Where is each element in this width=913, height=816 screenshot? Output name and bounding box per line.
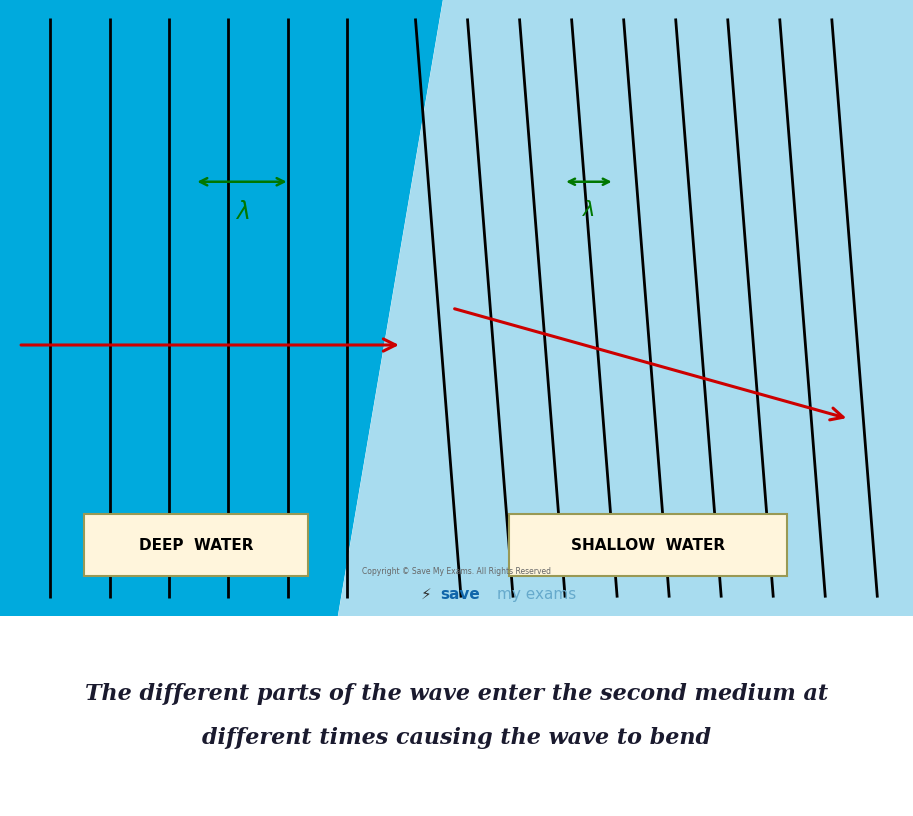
Polygon shape <box>0 0 443 616</box>
Text: $\lambda$: $\lambda$ <box>235 200 249 224</box>
Text: my exams: my exams <box>497 587 576 602</box>
Text: Copyright © Save My Exams. All Rights Reserved: Copyright © Save My Exams. All Rights Re… <box>362 566 551 575</box>
FancyBboxPatch shape <box>84 514 308 576</box>
FancyBboxPatch shape <box>509 514 787 576</box>
Text: SHALLOW  WATER: SHALLOW WATER <box>572 538 725 552</box>
Text: save: save <box>440 587 480 602</box>
Text: The different parts of the wave enter the second medium at: The different parts of the wave enter th… <box>85 683 828 705</box>
Text: different times causing the wave to bend: different times causing the wave to bend <box>202 727 711 749</box>
Polygon shape <box>338 0 913 616</box>
Text: DEEP  WATER: DEEP WATER <box>139 538 254 552</box>
Text: $\lambda$: $\lambda$ <box>582 200 595 220</box>
Text: ⚡: ⚡ <box>421 587 436 602</box>
